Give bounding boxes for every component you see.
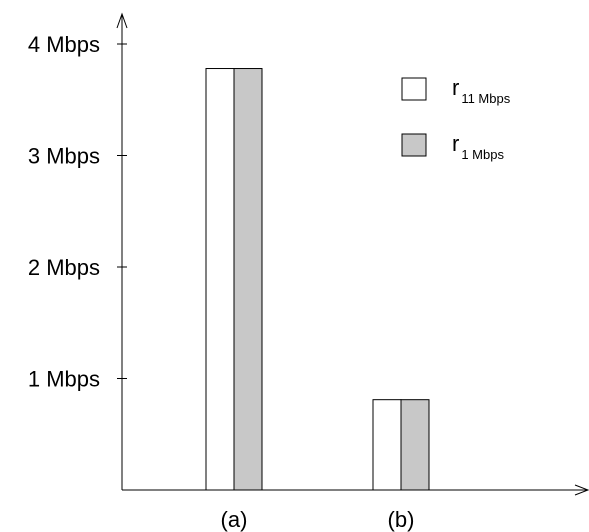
y-ticks: 1 Mbps 2 Mbps 3 Mbps 4 Mbps (28, 32, 127, 392)
bars (205, 68, 430, 491)
x-category-label: (b) (388, 507, 415, 532)
bar (400, 399, 430, 491)
y-tick-label: 4 Mbps (28, 32, 100, 57)
y-tick-label: 3 Mbps (28, 144, 100, 169)
bar (233, 68, 263, 491)
category-labels: (a) (b) (221, 507, 415, 532)
y-axis-arrow (116, 12, 128, 29)
legend-label-main: r (452, 75, 459, 100)
legend-swatch (401, 77, 427, 101)
y-tick-label: 1 Mbps (28, 367, 100, 392)
axes (116, 12, 589, 496)
x-axis-arrow (574, 484, 589, 496)
bar (205, 68, 235, 491)
legend-label-subscript: 11 Mbps (461, 91, 510, 106)
legend-label-subscript: 1 Mbps (461, 147, 504, 162)
legend-label: r 11 Mbps (452, 75, 511, 106)
x-category-label: (a) (221, 507, 248, 532)
y-tick-label: 2 Mbps (28, 255, 100, 280)
legend-label-main: r (452, 131, 459, 156)
bar (372, 399, 402, 491)
legend-swatch (401, 133, 427, 157)
